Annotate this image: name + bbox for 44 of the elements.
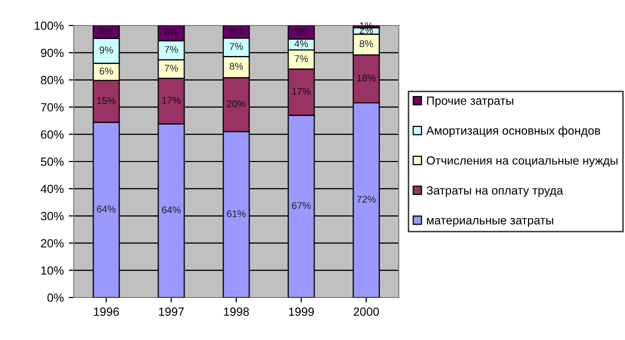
y-tick-label: 0% — [47, 294, 64, 302]
legend-label: Прочие затраты — [427, 96, 514, 108]
y-tick-label: 100% — [34, 22, 64, 30]
data-label: 8% — [360, 40, 373, 48]
data-label: 64% — [97, 206, 116, 213]
legend-label: Амортизация основных фондов — [426, 126, 600, 138]
x-tick-label: 1999 — [289, 308, 314, 316]
x-tick-label: 1997 — [159, 308, 184, 316]
y-tick-label: 40% — [40, 184, 64, 194]
x-tick-label: 1998 — [224, 308, 249, 316]
y-tick-label: 90% — [40, 48, 64, 58]
legend-label: Затраты на оплату труда — [426, 186, 564, 197]
data-label: 9% — [100, 46, 113, 54]
x-tick-label: 1996 — [94, 308, 119, 316]
x-tick-label: 2000 — [354, 308, 379, 316]
data-label: 5% — [100, 28, 113, 34]
data-label: 18% — [357, 74, 376, 82]
data-label: 15% — [97, 97, 116, 104]
data-label: 61% — [227, 210, 246, 218]
y-tick-label: 30% — [40, 212, 64, 220]
data-label: 6% — [164, 28, 178, 36]
data-label: 7% — [230, 43, 243, 50]
data-label: 7% — [164, 46, 178, 53]
legend-label: материальные затраты — [427, 218, 554, 227]
y-tick-label: 70% — [41, 103, 64, 112]
data-label: 7% — [164, 64, 178, 72]
data-label: 67% — [292, 202, 311, 209]
data-label: 5% — [230, 28, 243, 34]
y-tick-label: 50% — [40, 158, 64, 166]
data-label: 4% — [294, 40, 308, 48]
data-label: 20% — [227, 100, 246, 108]
data-label: 17% — [292, 88, 311, 95]
y-tick-label: 60% — [41, 130, 64, 139]
data-label: 72% — [357, 196, 376, 203]
y-tick-label: 80% — [40, 76, 64, 84]
data-label: 6% — [100, 68, 113, 74]
data-label: 5% — [294, 28, 308, 35]
data-label: 17% — [162, 96, 181, 104]
data-label: 7% — [294, 55, 308, 62]
legend-label: Отчисления на социальные нужды — [426, 156, 618, 168]
data-label: 8% — [230, 62, 243, 70]
y-tick-label: 10% — [41, 266, 64, 275]
data-label: 64% — [162, 206, 181, 214]
y-tick-label: 20% — [40, 239, 64, 248]
